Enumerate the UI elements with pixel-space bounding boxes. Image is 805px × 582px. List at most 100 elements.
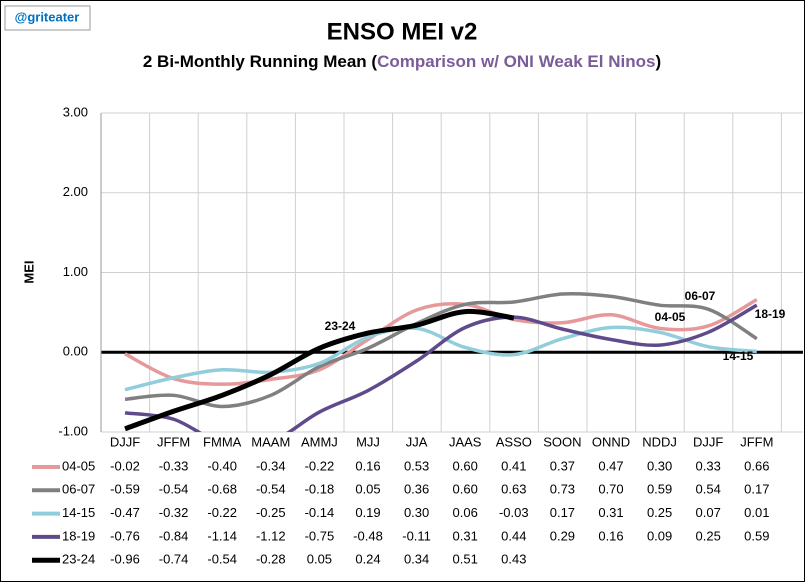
subtitle-start: 2 Bi-Monthly Running Mean ( [143, 52, 378, 71]
table-value: -0.54 [159, 482, 189, 497]
table-value: 0.63 [501, 482, 526, 497]
x-tick-label: DJJF [693, 434, 723, 449]
series-annotation: 04-05 [655, 310, 686, 324]
subtitle: 2 Bi-Monthly Running Mean (Comparison w/… [143, 52, 661, 71]
x-tick-label: JFFM [157, 434, 190, 449]
table-value: -0.22 [207, 505, 237, 520]
table-value: 0.36 [404, 482, 429, 497]
table-value: 0.05 [355, 482, 380, 497]
table-value: 0.19 [355, 505, 380, 520]
table-value: 0.07 [696, 505, 721, 520]
y-tick-label: 1.00 [63, 264, 88, 279]
chart-title: ENSO MEI v2 [327, 18, 478, 45]
x-tick-label: FMMA [203, 434, 242, 449]
table-value: -1.12 [256, 528, 286, 543]
x-tick-label: SOON [543, 434, 581, 449]
table-value: 0.41 [501, 458, 526, 473]
table-value: -0.18 [305, 482, 335, 497]
table-value: -0.02 [110, 458, 140, 473]
table-value: 0.29 [550, 528, 575, 543]
table-value: 0.37 [550, 458, 575, 473]
x-tick-label: JFFM [740, 434, 773, 449]
x-tick-label: DJJF [110, 434, 140, 449]
table-value: 0.17 [550, 505, 575, 520]
series-line [124, 308, 515, 432]
table-value: 0.17 [744, 482, 769, 497]
y-tick-label: 0.00 [63, 344, 88, 359]
table-value: -0.40 [207, 458, 237, 473]
table-value: 0.47 [598, 458, 623, 473]
table-value: 0.51 [453, 552, 478, 567]
subtitle-highlight: Comparison w/ ONI Weak El Ninos [377, 52, 655, 71]
series-line [124, 298, 758, 386]
table-value: 0.09 [647, 528, 672, 543]
table-value: -0.84 [159, 528, 189, 543]
table-value: 0.73 [550, 482, 575, 497]
table-value: 0.30 [404, 505, 429, 520]
legend-label: 04-05 [62, 458, 95, 473]
y-tick-label: -1.00 [58, 423, 88, 438]
table-value: 0.05 [307, 552, 332, 567]
table-value: 0.06 [453, 505, 478, 520]
table-value: 0.24 [355, 552, 380, 567]
table-value: -1.14 [207, 528, 237, 543]
table-value: 0.60 [453, 458, 478, 473]
x-tick-label: NDDJ [642, 434, 677, 449]
table-value: 0.30 [647, 458, 672, 473]
series-line [124, 303, 758, 432]
series-annotation: 23-24 [325, 319, 356, 333]
x-tick-label: JJA [406, 434, 428, 449]
y-axis-label: MEI [21, 260, 36, 283]
series-line [124, 292, 758, 409]
table-value: -0.33 [159, 458, 189, 473]
table-value: 0.31 [598, 505, 623, 520]
table-value: 0.31 [453, 528, 478, 543]
table-value: 0.25 [696, 528, 721, 543]
handle-box [4, 5, 91, 31]
series-annotation: 06-07 [685, 289, 716, 303]
table-value: -0.47 [110, 505, 140, 520]
table-value: 0.34 [404, 552, 429, 567]
table-value: 0.43 [501, 552, 526, 567]
table-value: 0.33 [696, 458, 721, 473]
table-value: 0.16 [355, 458, 380, 473]
x-tick-label: JAAS [449, 434, 482, 449]
series-annotation: 14-15 [723, 349, 754, 363]
y-tick-label: 3.00 [63, 104, 88, 119]
table-value: -0.68 [207, 482, 237, 497]
y-tick-label: 2.00 [63, 184, 88, 199]
legend-label: 14-15 [62, 505, 95, 520]
table-value: 0.54 [696, 482, 721, 497]
table-value: 0.25 [647, 505, 672, 520]
legend-label: 18-19 [62, 528, 95, 543]
table-value: 0.44 [501, 528, 526, 543]
table-value: -0.54 [207, 552, 237, 567]
table-value: -0.14 [305, 505, 335, 520]
x-tick-label: AMMJ [301, 434, 338, 449]
table-value: -0.34 [256, 458, 286, 473]
table-value: -0.22 [305, 458, 335, 473]
table-value: 0.60 [453, 482, 478, 497]
x-tick-label: MJJ [356, 434, 380, 449]
x-tick-label: ASSO [496, 434, 532, 449]
table-value: -0.74 [159, 552, 189, 567]
table-value: -0.03 [499, 505, 529, 520]
table-value: 0.70 [598, 482, 623, 497]
series-line [124, 325, 757, 392]
table-value: 0.59 [647, 482, 672, 497]
table-value: -0.28 [256, 552, 286, 567]
table-value: -0.76 [110, 528, 140, 543]
legend-label: 23-24 [62, 552, 95, 567]
table-value: -0.11 [402, 528, 431, 543]
table-value: -0.75 [305, 528, 335, 543]
table-value: -0.25 [256, 505, 286, 520]
legend-label: 06-07 [62, 482, 95, 497]
series-annotation: 18-19 [755, 307, 786, 321]
table-value: 0.66 [744, 458, 769, 473]
table-value: 0.16 [598, 528, 623, 543]
x-tick-label: ONND [592, 434, 630, 449]
table-value: 0.01 [744, 505, 769, 520]
subtitle-end: ) [655, 52, 661, 71]
